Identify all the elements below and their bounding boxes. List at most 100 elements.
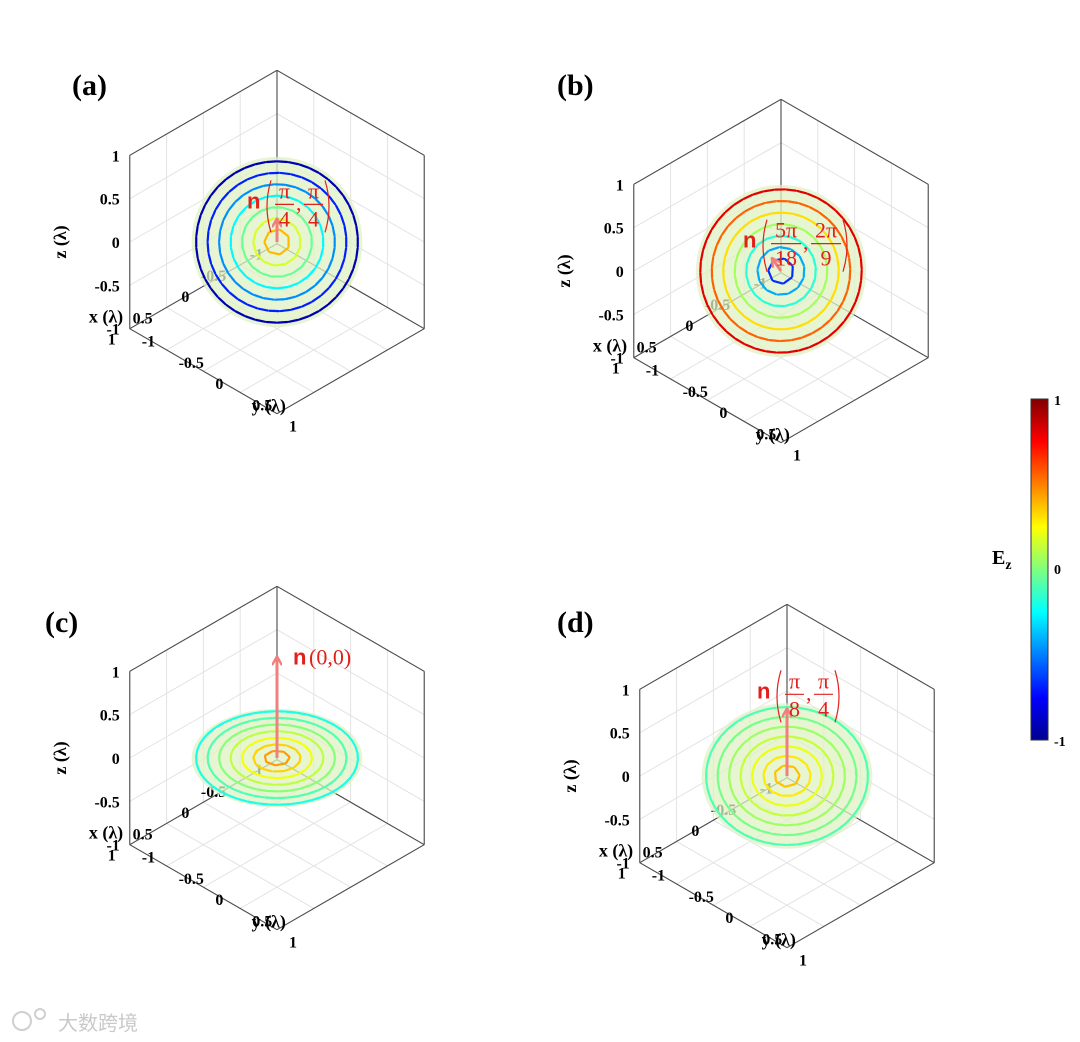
field-vector	[301, 799, 313, 804]
field-vector	[256, 788, 268, 792]
field-vector	[702, 294, 709, 306]
field-vector	[787, 705, 799, 709]
normal-arrow	[773, 260, 783, 272]
field-vector	[205, 780, 214, 787]
field-vector	[818, 211, 829, 220]
x-axis-label: x (λ)	[599, 840, 633, 861]
field-vector	[238, 206, 247, 217]
field-vector	[785, 188, 797, 192]
field-vector	[294, 226, 301, 237]
field-vector	[195, 749, 199, 758]
field-vector	[257, 802, 269, 806]
normal-label-text: π	[789, 668, 800, 693]
field-vector	[262, 782, 275, 786]
field-vector	[197, 768, 203, 776]
field-vector	[763, 300, 774, 307]
paren-right	[842, 219, 848, 272]
field-vector	[722, 278, 728, 291]
field-vector	[200, 774, 208, 782]
normal-label-text: (0,0)	[309, 644, 351, 669]
field-vector	[786, 843, 798, 847]
field-vector	[233, 740, 242, 748]
field-vector	[804, 829, 816, 834]
field-vector	[830, 743, 839, 753]
field-vector	[770, 211, 782, 215]
field-vector	[254, 762, 263, 770]
field-vector	[793, 725, 805, 730]
field-vector	[218, 779, 227, 786]
field-vector	[730, 299, 738, 310]
field-vector	[311, 796, 322, 802]
field-vector	[329, 787, 339, 794]
panel-d: -1-0.500.51-1-0.500.51-1-0.500.51x (λ)y …	[557, 603, 935, 970]
field-vector	[308, 167, 320, 174]
field-vector	[279, 308, 292, 313]
field-vector	[759, 738, 770, 745]
field-vector	[206, 230, 210, 243]
field-vector	[830, 289, 837, 301]
field-vector	[854, 776, 858, 787]
field-vector	[769, 735, 781, 741]
field-vector	[321, 755, 325, 764]
field-vector	[735, 728, 745, 737]
field-vector	[229, 759, 234, 767]
field-vector	[321, 205, 330, 216]
field-vector	[320, 749, 325, 757]
field-vector	[804, 230, 815, 239]
field-vector	[802, 782, 810, 792]
field-vector	[733, 198, 744, 206]
field-vector	[848, 749, 855, 759]
paren-left	[762, 219, 768, 272]
field-vector	[333, 724, 343, 731]
field-vector	[204, 278, 212, 289]
field-vector	[301, 216, 309, 227]
field-vector	[716, 779, 721, 790]
z-tick-label: -1	[106, 322, 119, 339]
box-edge	[276, 69, 425, 156]
field-vector	[747, 331, 759, 338]
field-vector	[733, 274, 738, 286]
field-vector	[750, 244, 759, 254]
field-vector	[229, 225, 235, 237]
field-vector	[733, 228, 743, 238]
field-vector	[768, 246, 780, 252]
field-vector	[263, 217, 275, 224]
field-vector	[309, 738, 318, 745]
field-vector	[325, 739, 333, 747]
box-edge	[276, 585, 425, 672]
y-tick-label: 1	[289, 935, 297, 952]
field-vector	[739, 776, 744, 787]
field-vector	[287, 196, 299, 202]
field-vector	[714, 735, 722, 745]
field-vector	[284, 183, 297, 189]
box-edge	[276, 328, 425, 415]
field-vector	[227, 794, 238, 800]
field-vector	[229, 247, 235, 259]
y-tick-label: 0.5	[756, 426, 776, 443]
colorbar-title: Ez	[992, 547, 1012, 573]
field-vector	[225, 784, 235, 791]
field-vector	[276, 776, 289, 780]
field-vector	[728, 758, 734, 769]
field-vector	[331, 247, 336, 259]
field-vector	[820, 748, 829, 758]
field-vector	[817, 722, 828, 729]
field-vector	[760, 727, 772, 733]
field-vector	[793, 766, 801, 776]
field-vector	[320, 187, 330, 197]
field-vector	[842, 290, 849, 302]
z-tick-label: 0	[622, 769, 630, 786]
field-vector	[741, 820, 752, 828]
field-vector	[765, 350, 777, 354]
field-vector	[263, 231, 270, 243]
field-vector	[238, 267, 247, 278]
box-edge	[129, 328, 278, 415]
field-vector	[821, 793, 830, 803]
field-vector	[767, 314, 779, 319]
field-vector	[263, 260, 275, 267]
field-vector	[332, 758, 336, 766]
field-vector	[824, 256, 829, 268]
field-vector	[286, 795, 298, 799]
field-vector	[252, 750, 258, 758]
z-axis-label: z (λ)	[560, 759, 581, 792]
